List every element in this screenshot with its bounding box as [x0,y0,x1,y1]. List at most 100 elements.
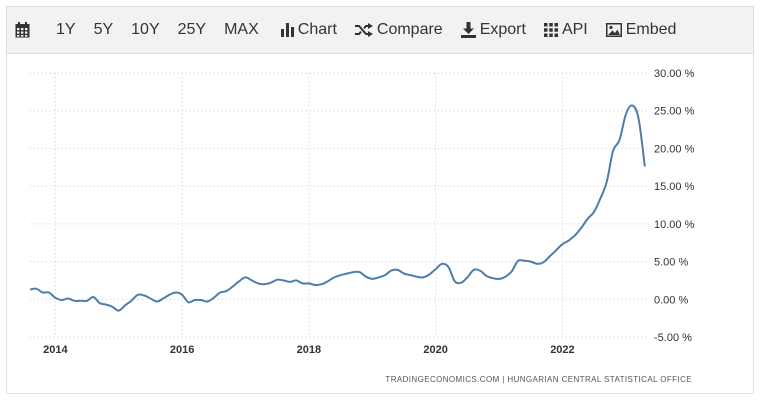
data-point[interactable] [117,309,121,313]
data-point[interactable] [91,295,95,299]
data-point[interactable] [142,294,146,298]
data-point[interactable] [250,278,254,282]
data-point[interactable] [148,297,152,301]
data-point[interactable] [123,303,127,307]
data-point[interactable] [554,248,558,252]
data-point[interactable] [617,138,621,142]
data-point[interactable] [440,262,444,266]
data-point[interactable] [60,298,64,302]
data-point[interactable] [434,267,438,271]
data-point[interactable] [104,303,108,307]
data-point[interactable] [186,300,190,304]
range-25y-button[interactable]: 25Y [177,21,207,38]
data-point[interactable] [402,272,406,276]
data-point[interactable] [313,283,317,287]
data-point[interactable] [193,298,197,302]
data-point[interactable] [294,278,298,282]
data-point[interactable] [370,277,374,281]
data-point[interactable] [244,275,248,279]
data-point[interactable] [383,273,387,277]
data-point[interactable] [129,299,133,303]
data-point[interactable] [421,275,425,279]
data-point[interactable] [389,269,393,273]
data-point[interactable] [497,277,501,281]
data-point[interactable] [446,265,450,269]
data-point[interactable] [611,149,615,153]
data-point[interactable] [529,260,533,264]
range-10y-button[interactable]: 10Y [131,21,160,38]
data-point[interactable] [155,300,159,304]
data-point[interactable] [560,242,564,246]
data-point[interactable] [282,278,286,282]
data-point[interactable] [332,275,336,279]
data-point[interactable] [408,273,412,277]
data-point[interactable] [231,284,235,288]
data-point[interactable] [358,270,362,274]
data-point[interactable] [167,293,171,297]
data-point[interactable] [307,281,311,285]
data-point[interactable] [34,287,38,291]
embed-button[interactable]: Embed [605,6,676,54]
data-point[interactable] [269,281,273,285]
data-point[interactable] [636,116,640,120]
data-point[interactable] [180,293,184,297]
data-point[interactable] [199,298,203,302]
data-point[interactable] [478,269,482,273]
range-5y-button[interactable]: 5Y [93,21,114,38]
data-point[interactable] [624,112,628,116]
data-point[interactable] [351,270,355,274]
data-point[interactable] [212,296,216,300]
data-point[interactable] [598,196,602,200]
calendar-button[interactable] [15,6,34,54]
data-point[interactable] [592,210,596,214]
data-point[interactable] [643,165,647,169]
data-point[interactable] [237,279,241,283]
data-point[interactable] [339,273,343,277]
data-point[interactable] [41,290,45,294]
data-point[interactable] [605,180,609,184]
data-point[interactable] [548,254,552,258]
data-point[interactable] [377,275,381,279]
data-point[interactable] [516,259,520,263]
data-point[interactable] [472,268,476,272]
data-point[interactable] [72,299,76,303]
data-point[interactable] [136,293,140,297]
data-point[interactable] [484,274,488,278]
data-point[interactable] [396,268,400,272]
series-line[interactable] [29,104,646,312]
data-point[interactable] [110,305,114,309]
data-point[interactable] [79,299,83,303]
data-point[interactable] [218,290,222,294]
data-point[interactable] [586,217,590,221]
data-point[interactable] [161,297,165,301]
data-point[interactable] [541,260,545,264]
data-point[interactable] [263,282,267,286]
data-point[interactable] [364,275,368,279]
data-point[interactable] [53,296,57,300]
data-point[interactable] [459,281,463,285]
data-point[interactable] [205,300,209,304]
chart-button[interactable]: Chart [280,6,337,54]
export-button[interactable]: Export [460,6,526,54]
compare-button[interactable]: Compare [354,6,443,54]
data-point[interactable] [345,272,349,276]
data-point[interactable] [28,287,32,291]
data-point[interactable] [567,238,571,242]
data-point[interactable] [427,272,431,276]
data-point[interactable] [326,279,330,283]
data-point[interactable] [510,269,514,273]
range-max-button[interactable]: MAX [224,21,259,38]
data-point[interactable] [224,289,228,293]
data-point[interactable] [288,280,292,284]
data-point[interactable] [491,276,495,280]
data-point[interactable] [174,290,178,294]
data-point[interactable] [522,259,526,263]
data-point[interactable] [465,275,469,279]
data-point[interactable] [98,301,102,305]
data-point[interactable] [503,275,507,279]
data-point[interactable] [275,278,279,282]
range-1y-button[interactable]: 1Y [56,21,76,38]
data-point[interactable] [66,297,70,301]
data-point[interactable] [256,281,260,285]
data-point[interactable] [415,275,419,279]
